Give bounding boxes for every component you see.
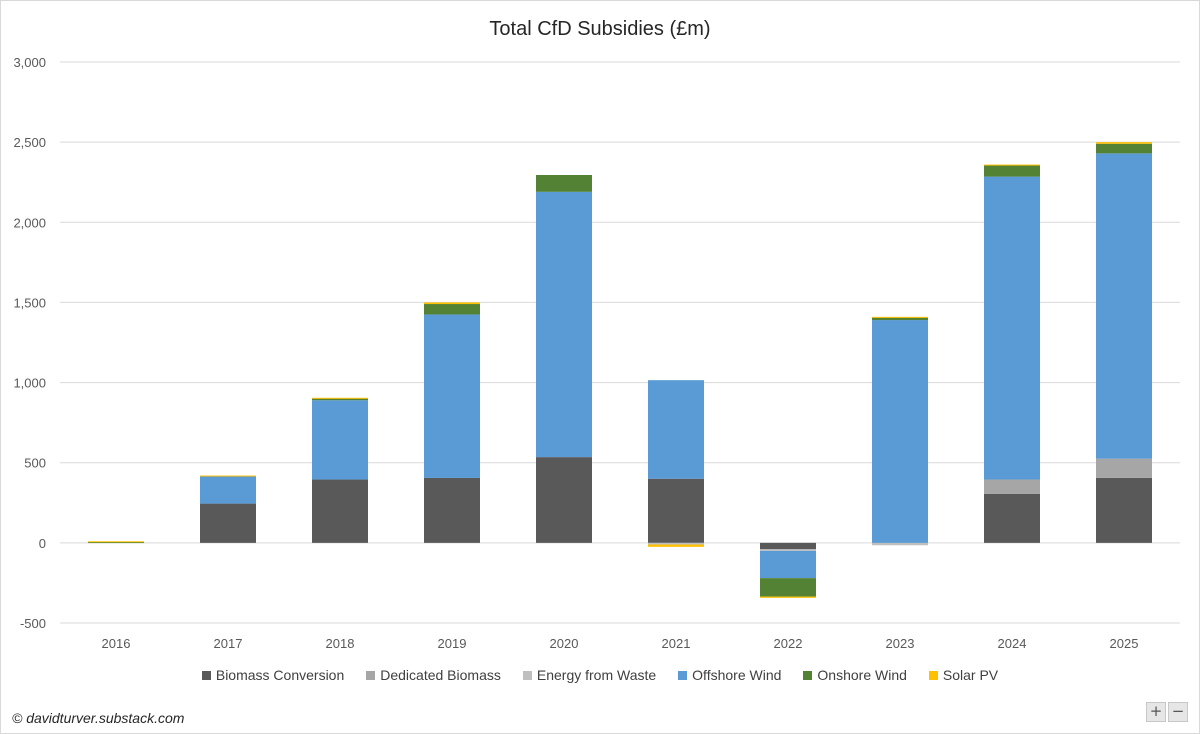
legend-item: Offshore Wind bbox=[678, 667, 781, 683]
bar-solar-pv-2025 bbox=[1096, 142, 1152, 144]
legend-label: Offshore Wind bbox=[692, 667, 782, 683]
bar-solar-pv-2019 bbox=[424, 302, 480, 305]
x-tick-label: 2025 bbox=[1110, 636, 1139, 651]
x-tick-label: 2016 bbox=[102, 636, 131, 651]
legend-swatch bbox=[803, 670, 813, 680]
chart-legend: Biomass Conversion Dedicated Biomass Energ… bbox=[0, 667, 1200, 683]
bar-energy-from-waste-2022 bbox=[760, 549, 816, 551]
bar-solar-pv-2022 bbox=[760, 596, 816, 598]
bar-onshore-wind-2020 bbox=[536, 175, 592, 192]
x-tick-label: 2023 bbox=[886, 636, 915, 651]
bar-biomass-conversion-2022 bbox=[760, 542, 816, 550]
bar-solar-pv-2016 bbox=[88, 541, 144, 543]
bar-onshore-wind-2018 bbox=[312, 398, 368, 401]
bar-solar-pv-2017 bbox=[200, 475, 256, 477]
bar-solar-pv-2021 bbox=[648, 544, 704, 547]
y-tick-label: -500 bbox=[20, 616, 46, 631]
x-tick-label: 2017 bbox=[214, 636, 243, 651]
bar-offshore-wind-2019 bbox=[424, 314, 480, 478]
bar-biomass-conversion-2025 bbox=[1096, 477, 1152, 543]
legend-label: Onshore Wind bbox=[817, 667, 907, 683]
legend-label: Dedicated Biomass bbox=[380, 667, 501, 683]
bar-biomass-conversion-2017 bbox=[200, 503, 256, 543]
zoom-controls: + − bbox=[1146, 702, 1188, 722]
bar-offshore-wind-2017 bbox=[200, 476, 256, 504]
bar-offshore-wind-2022 bbox=[760, 550, 816, 579]
legend-swatch bbox=[366, 670, 376, 680]
zoom-in-button[interactable]: + bbox=[1146, 702, 1166, 722]
bar-offshore-wind-2023 bbox=[872, 320, 928, 543]
bar-offshore-wind-2021 bbox=[648, 380, 704, 479]
bar-biomass-conversion-2019 bbox=[424, 477, 480, 543]
legend-item: Biomass Conversion bbox=[201, 667, 345, 683]
bar-offshore-wind-2020 bbox=[536, 191, 592, 458]
legend-label: Biomass Conversion bbox=[215, 667, 345, 683]
bar-dedicated-biomass-2024 bbox=[984, 479, 1040, 494]
x-tick-label: 2021 bbox=[662, 636, 691, 651]
bar-biomass-conversion-2024 bbox=[984, 493, 1040, 543]
x-tick-label: 2018 bbox=[326, 636, 355, 651]
x-tick-label: 2020 bbox=[550, 636, 579, 651]
x-tick-label: 2024 bbox=[998, 636, 1027, 651]
legend-swatch bbox=[928, 670, 938, 680]
bar-solar-pv-2023 bbox=[872, 316, 928, 318]
legend-swatch bbox=[201, 670, 211, 680]
credit-text: © davidturver.substack.com bbox=[12, 710, 185, 726]
bar-dedicated-biomass-2025 bbox=[1096, 458, 1152, 478]
x-tick-label: 2019 bbox=[438, 636, 467, 651]
legend-label: Energy from Waste bbox=[536, 667, 657, 683]
legend-item: Solar PV bbox=[928, 667, 999, 683]
bar-offshore-wind-2024 bbox=[984, 176, 1040, 480]
bar-energy-from-waste-2023 bbox=[872, 542, 928, 546]
bar-onshore-wind-2025 bbox=[1096, 143, 1152, 154]
zoom-out-button[interactable]: − bbox=[1168, 702, 1188, 722]
bar-onshore-wind-2024 bbox=[984, 165, 1040, 177]
x-tick-label: 2022 bbox=[774, 636, 803, 651]
y-tick-label: 500 bbox=[24, 456, 46, 471]
y-tick-label: 2,000 bbox=[13, 215, 46, 230]
y-tick-label: 2,500 bbox=[13, 135, 46, 150]
bar-biomass-conversion-2018 bbox=[312, 479, 368, 543]
y-tick-label: 3,000 bbox=[13, 55, 46, 70]
bar-biomass-conversion-2020 bbox=[536, 457, 592, 543]
bar-onshore-wind-2016 bbox=[88, 542, 144, 544]
y-tick-label: 1,000 bbox=[13, 376, 46, 391]
legend-swatch bbox=[678, 670, 688, 680]
y-tick-label: 1,500 bbox=[13, 295, 46, 310]
bar-biomass-conversion-2021 bbox=[648, 478, 704, 543]
bar-solar-pv-2018 bbox=[312, 397, 368, 399]
legend-item: Onshore Wind bbox=[803, 667, 907, 683]
legend-item: Dedicated Biomass bbox=[366, 667, 501, 683]
bar-offshore-wind-2018 bbox=[312, 400, 368, 480]
legend-swatch bbox=[522, 670, 532, 680]
y-tick-label: 0 bbox=[39, 536, 46, 551]
bar-onshore-wind-2023 bbox=[872, 317, 928, 321]
bar-energy-from-waste-2021 bbox=[648, 542, 704, 545]
legend-item: Energy from Waste bbox=[522, 667, 657, 683]
chart-title: Total CfD Subsidies (£m) bbox=[489, 18, 711, 40]
bar-offshore-wind-2025 bbox=[1096, 153, 1152, 459]
bar-onshore-wind-2019 bbox=[424, 304, 480, 315]
bar-onshore-wind-2022 bbox=[760, 578, 816, 597]
legend-label: Solar PV bbox=[942, 667, 999, 683]
bar-solar-pv-2024 bbox=[984, 164, 1040, 166]
